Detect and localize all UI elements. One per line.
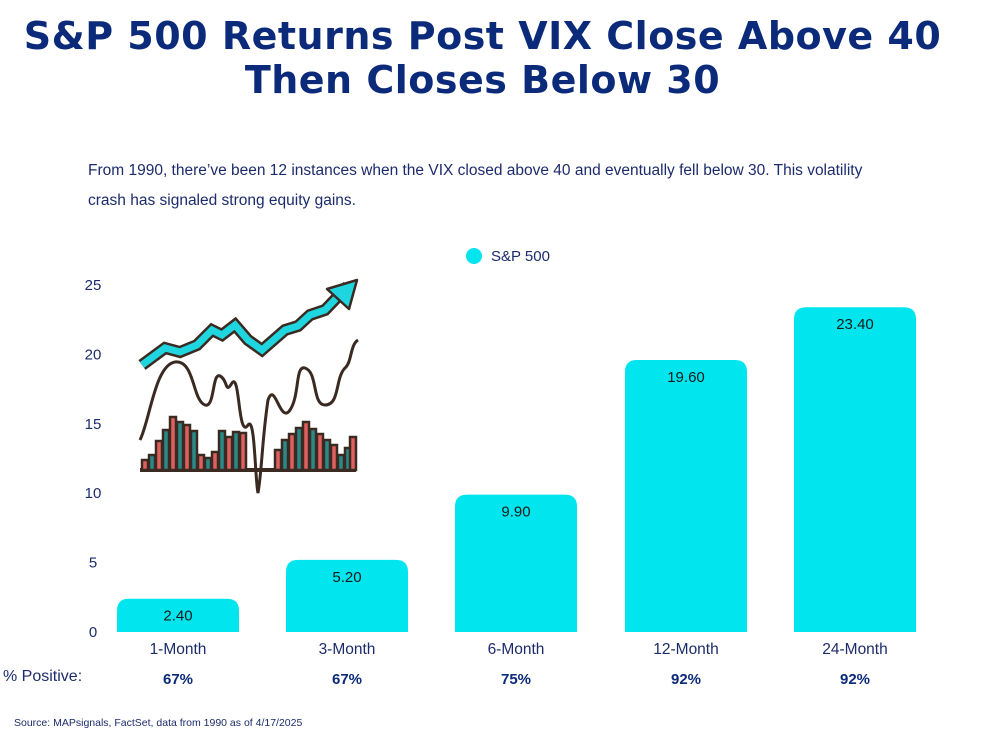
data-label: 2.40 xyxy=(163,608,192,625)
data-label: 9.90 xyxy=(501,504,530,521)
chart-title: S&P 500 Returns Post VIX Close Above 40 … xyxy=(23,14,942,102)
percent-positive-value: 92% xyxy=(840,671,870,688)
chart-subtitle: From 1990, there’ve been 12 instances wh… xyxy=(88,162,863,209)
data-label: 23.40 xyxy=(836,316,874,333)
x-tick-label: 3-Month xyxy=(319,641,376,658)
percent-positive-label: % Positive: xyxy=(3,668,83,685)
legend-label-sp500: S&P 500 xyxy=(491,248,550,265)
bars xyxy=(117,307,916,632)
x-tick-label: 24-Month xyxy=(822,641,887,658)
stock-market-chart-icon xyxy=(138,278,360,494)
data-labels: 2.40 5.20 9.90 19.60 23.40 xyxy=(163,316,873,624)
x-tick-label: 12-Month xyxy=(653,641,718,658)
percent-positive-row: 67% 67% 75% 92% 92% xyxy=(163,671,870,688)
data-label: 5.20 xyxy=(332,569,361,586)
x-tick-label: 1-Month xyxy=(150,641,207,658)
percent-positive-value: 67% xyxy=(332,671,362,688)
data-label: 19.60 xyxy=(667,369,705,386)
source-note: Source: MAPsignals, FactSet, data from 1… xyxy=(14,717,303,729)
bar-6-month xyxy=(455,494,577,632)
bar-1-month xyxy=(117,598,239,632)
y-tick-label: 0 xyxy=(89,624,97,641)
legend-marker-sp500 xyxy=(466,248,482,264)
y-tick-label: 15 xyxy=(85,416,102,433)
y-tick-label: 20 xyxy=(85,346,102,363)
legend: S&P 500 xyxy=(466,248,550,265)
bar-3-month xyxy=(286,559,408,632)
y-tick-label: 10 xyxy=(85,485,102,502)
y-tick-label: 25 xyxy=(85,277,102,294)
percent-positive-value: 92% xyxy=(671,671,701,688)
bar-24-month xyxy=(794,307,916,632)
y-tick-label: 5 xyxy=(89,555,97,572)
x-tick-label: 6-Month xyxy=(488,641,545,658)
percent-positive-value: 67% xyxy=(163,671,193,688)
percent-positive-value: 75% xyxy=(501,671,531,688)
bar-12-month xyxy=(625,359,747,632)
y-axis: 0 5 10 15 20 25 xyxy=(85,277,102,641)
x-axis: 1-Month 3-Month 6-Month 12-Month 24-Month xyxy=(150,641,888,658)
